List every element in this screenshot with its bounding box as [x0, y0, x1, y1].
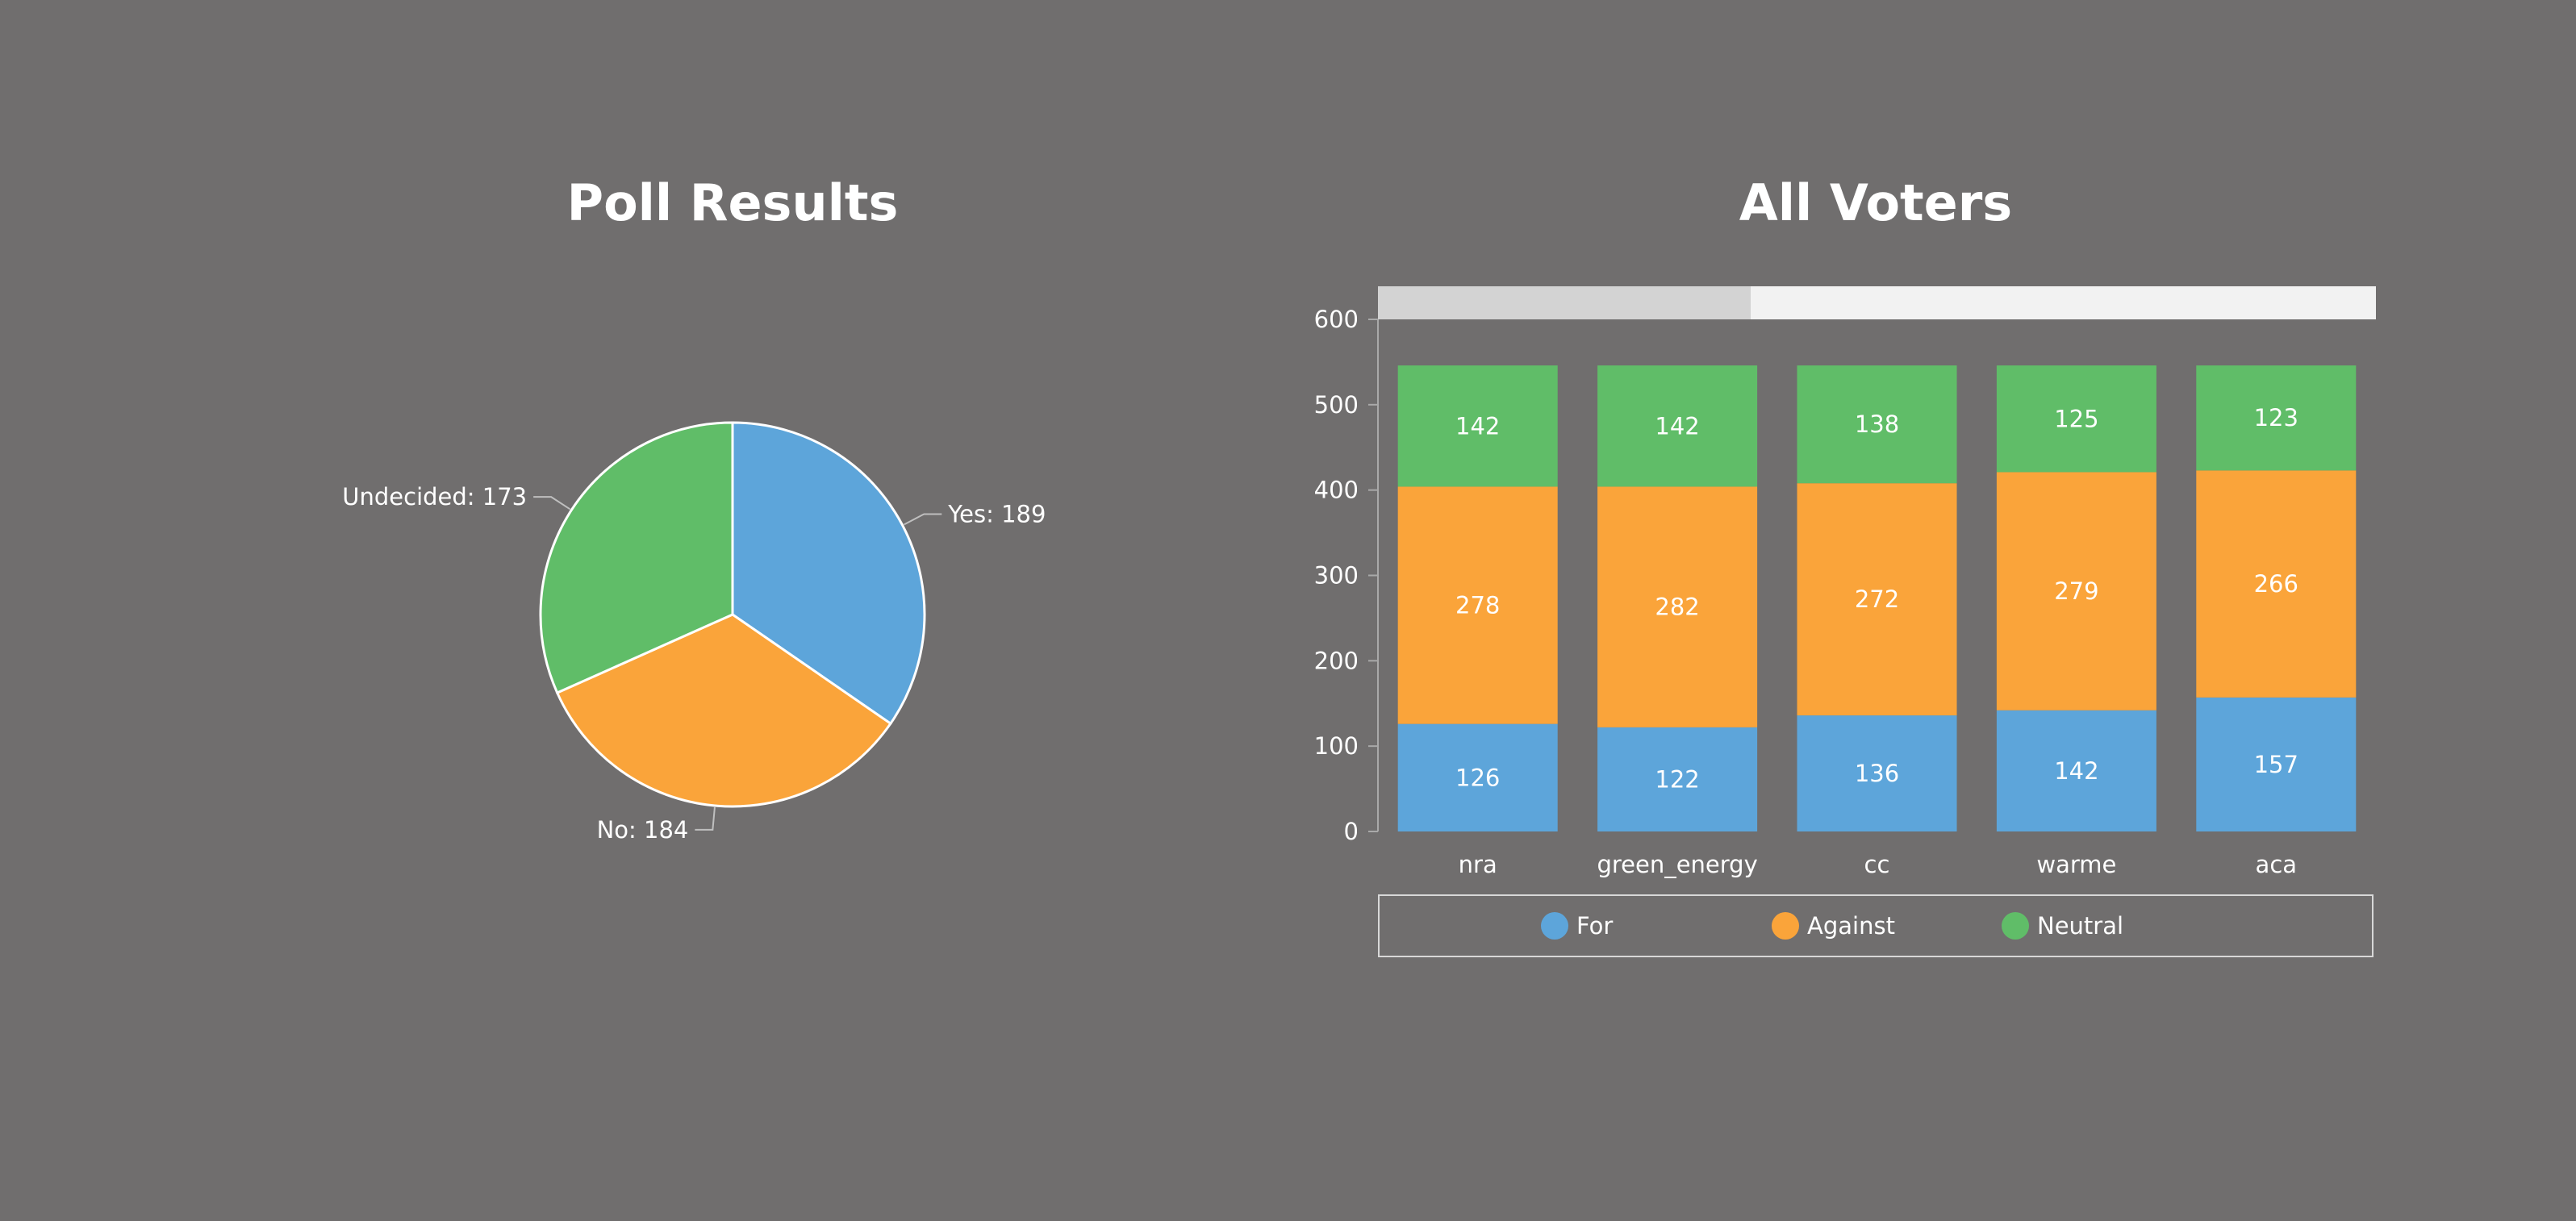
bar-value-label-neutral-green-energy: 142 — [1655, 412, 1699, 440]
bar-segment-for-green-energy[interactable] — [1597, 727, 1758, 831]
x-tick-label-nra: nra — [1459, 851, 1497, 878]
bar-value-label-against-aca: 266 — [2254, 570, 2298, 598]
pie-label-connector-yes — [904, 513, 942, 526]
pie-slice-no[interactable] — [555, 613, 892, 808]
pie-chart: Yes: 189 No: 184 Undecided: 173 — [342, 421, 1046, 844]
legend-swatch-for — [1541, 912, 1568, 940]
bar-value-label-against-nra: 278 — [1455, 592, 1500, 619]
bar-segment-neutral-green-energy[interactable] — [1597, 365, 1758, 487]
bar-value-label-against-warme: 279 — [2054, 577, 2098, 605]
bar-segment-neutral-cc[interactable] — [1797, 365, 1957, 484]
bar-segment-for-warme[interactable] — [1996, 710, 2156, 831]
bar-segment-neutral-nra[interactable] — [1397, 365, 1558, 487]
bar-segment-for-aca[interactable] — [2196, 697, 2357, 831]
y-tick-label: 400 — [1314, 477, 1359, 504]
y-tick-label: 300 — [1314, 562, 1359, 590]
legend-label-for: For — [1576, 912, 1614, 940]
y-tick-label: 100 — [1314, 732, 1359, 760]
legend-swatch-against — [1772, 912, 1799, 940]
y-tick-label: 200 — [1314, 647, 1359, 674]
bar-value-label-for-nra: 126 — [1455, 764, 1500, 791]
pie-label-no: No: 184 — [597, 816, 689, 844]
bar-value-label-for-aca: 157 — [2254, 751, 2298, 778]
bar-chart-title: All Voters — [1739, 173, 2013, 232]
y-tick-label: 600 — [1314, 306, 1359, 333]
pie-chart-title: Poll Results — [566, 173, 899, 232]
bar-value-label-for-green-energy: 122 — [1655, 765, 1699, 793]
pie-label-undecided: Undecided: 173 — [342, 483, 527, 510]
bar-value-label-against-cc: 272 — [1855, 585, 1899, 613]
legend-item-neutral[interactable]: Neutral — [2002, 896, 2123, 956]
bar-value-label-against-green-energy: 282 — [1655, 594, 1699, 621]
y-tick-label: 500 — [1314, 391, 1359, 419]
legend-label-against: Against — [1807, 912, 1895, 940]
bar-value-label-for-warme: 142 — [2054, 757, 2098, 785]
pie-slice-undecided[interactable] — [539, 421, 734, 695]
legend-item-for[interactable]: For — [1541, 896, 1613, 956]
bar-value-label-neutral-aca: 123 — [2254, 404, 2298, 431]
y-tick-label: 0 — [1344, 818, 1359, 845]
x-tick-label-aca: aca — [2256, 851, 2298, 878]
bar-segment-for-cc[interactable] — [1797, 715, 1957, 831]
x-tick-label-cc: cc — [1864, 851, 1890, 878]
bar-segment-against-warme[interactable] — [1996, 472, 2156, 711]
legend-label-neutral: Neutral — [2037, 912, 2124, 940]
bar-value-label-neutral-warme: 125 — [2054, 405, 2098, 432]
x-tick-label-warme: warme — [2036, 851, 2116, 878]
pie-label-connector-undecided — [533, 496, 571, 510]
bar-segment-neutral-aca[interactable] — [2196, 365, 2357, 471]
pie-slice-yes[interactable] — [731, 421, 926, 726]
x-tick-label-green-energy: green_energy — [1597, 851, 1757, 878]
legend-swatch-neutral — [2002, 912, 2029, 940]
chart-scrollbar-thumb[interactable] — [1378, 286, 1751, 319]
bar-value-label-for-cc: 136 — [1855, 760, 1899, 787]
bar-segment-against-cc[interactable] — [1797, 483, 1957, 716]
bar-segment-neutral-warme[interactable] — [1996, 365, 2156, 473]
legend-item-against[interactable]: Against — [1772, 896, 1895, 956]
bar-chart-legend: For Against Neutral — [1378, 894, 2374, 957]
bar-segment-against-green-energy[interactable] — [1597, 486, 1758, 727]
bar-segment-against-nra[interactable] — [1397, 486, 1558, 724]
bar-value-label-neutral-cc: 138 — [1855, 410, 1899, 438]
pie-label-yes: Yes: 189 — [947, 500, 1046, 527]
pie-label-connector-no — [695, 806, 716, 831]
bar-value-label-neutral-nra: 142 — [1455, 412, 1500, 440]
bar-segment-for-nra[interactable] — [1397, 723, 1558, 831]
bar-segment-against-aca[interactable] — [2196, 470, 2357, 698]
